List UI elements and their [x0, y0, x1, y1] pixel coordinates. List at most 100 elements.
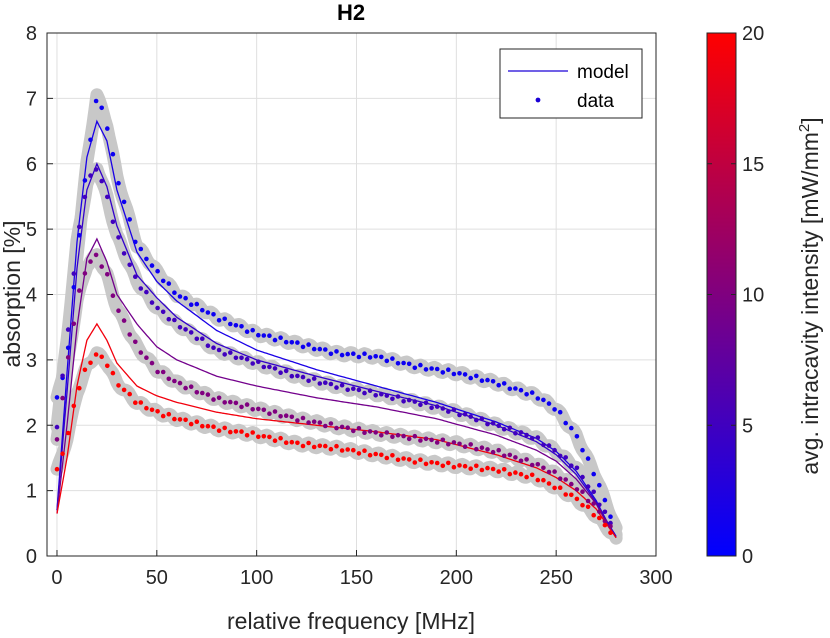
data-point [194, 301, 200, 307]
data-point [82, 194, 88, 200]
data-point [434, 366, 440, 372]
data-point [563, 477, 568, 482]
data-point [507, 386, 513, 392]
data-point [513, 386, 518, 391]
data-point [244, 402, 250, 407]
data-point [228, 321, 233, 327]
data-point [384, 455, 390, 461]
y-tick-label: 8 [26, 23, 37, 45]
data-point [133, 239, 138, 245]
data-point [328, 351, 334, 357]
data-point [574, 496, 580, 502]
data-point [272, 366, 278, 371]
data-point [513, 470, 518, 475]
data-point [524, 392, 529, 397]
data-point [323, 443, 328, 449]
data-point [300, 415, 306, 421]
data-point [71, 271, 77, 276]
data-point [418, 402, 423, 408]
data-point [474, 446, 479, 452]
data-point [569, 425, 574, 431]
data-point [557, 409, 563, 415]
data-point [144, 256, 149, 262]
data-point [323, 423, 328, 429]
data-point [429, 437, 434, 443]
data-point [278, 370, 283, 376]
data-point [362, 448, 367, 454]
data-point [451, 464, 457, 470]
data-point [311, 346, 317, 352]
data-point [574, 465, 580, 471]
data-point [194, 336, 200, 342]
data-point [585, 504, 591, 510]
y-tick-label: 2 [26, 415, 37, 437]
data-point [401, 433, 406, 439]
data-point [429, 366, 434, 371]
data-point [557, 485, 563, 491]
data-point [602, 522, 608, 528]
data-point [597, 482, 602, 488]
data-point [591, 471, 596, 477]
colorbar-title-main: avg. intracavity intensity [mW/mm [797, 132, 823, 475]
data-point [507, 425, 513, 431]
data-point [513, 455, 518, 460]
data-point [418, 438, 423, 443]
data-point [300, 374, 306, 380]
data-point [574, 487, 580, 492]
data-point [250, 361, 255, 366]
data-point [412, 433, 418, 439]
data-point [328, 446, 334, 452]
data-point [418, 362, 423, 368]
data-point [155, 369, 160, 375]
data-point [395, 432, 401, 438]
data-point [233, 429, 239, 434]
data-point [535, 435, 541, 440]
data-point [255, 434, 261, 440]
data-point [317, 420, 323, 425]
data-point [351, 428, 356, 434]
data-point [379, 354, 384, 360]
data-point [278, 414, 283, 419]
data-point [172, 290, 177, 296]
data-point [546, 401, 552, 406]
data-point [563, 455, 568, 460]
data-point [149, 300, 155, 305]
data-point [60, 373, 65, 379]
data-point [149, 360, 155, 366]
legend: model data [499, 48, 643, 119]
data-point [591, 501, 596, 506]
legend-data-swatch [535, 97, 541, 103]
x-axis-title: relative frequency [MHz] [227, 608, 475, 634]
x-tick-label: 300 [639, 567, 672, 589]
x-axis-ticks: 0 50 100 150 200 250 300 [51, 550, 673, 589]
data-point [244, 329, 250, 335]
data-point [295, 440, 300, 446]
data-point [546, 469, 552, 475]
colorbar-tick-label: 20 [742, 23, 764, 45]
data-point [110, 151, 116, 157]
data-point [65, 430, 71, 436]
data-point [339, 382, 345, 388]
data-point [222, 425, 227, 431]
legend-box [499, 48, 643, 119]
data-point [289, 439, 295, 445]
y-axis-title: absorption [%] [0, 220, 25, 367]
data-point [362, 430, 367, 436]
data-point [239, 429, 244, 434]
data-point [65, 327, 71, 332]
data-point [434, 404, 440, 409]
data-point [211, 345, 216, 351]
data-point [529, 436, 535, 441]
data-point [334, 425, 339, 431]
data-point [501, 426, 507, 432]
data-point [205, 343, 211, 349]
data-point [216, 395, 222, 401]
data-point [144, 289, 149, 295]
data-point [200, 423, 205, 429]
data-point [233, 355, 239, 361]
data-point [99, 264, 104, 269]
data-point [93, 352, 99, 357]
x-tick-label: 100 [240, 567, 273, 589]
data-point [261, 333, 267, 338]
data-point [585, 484, 591, 489]
